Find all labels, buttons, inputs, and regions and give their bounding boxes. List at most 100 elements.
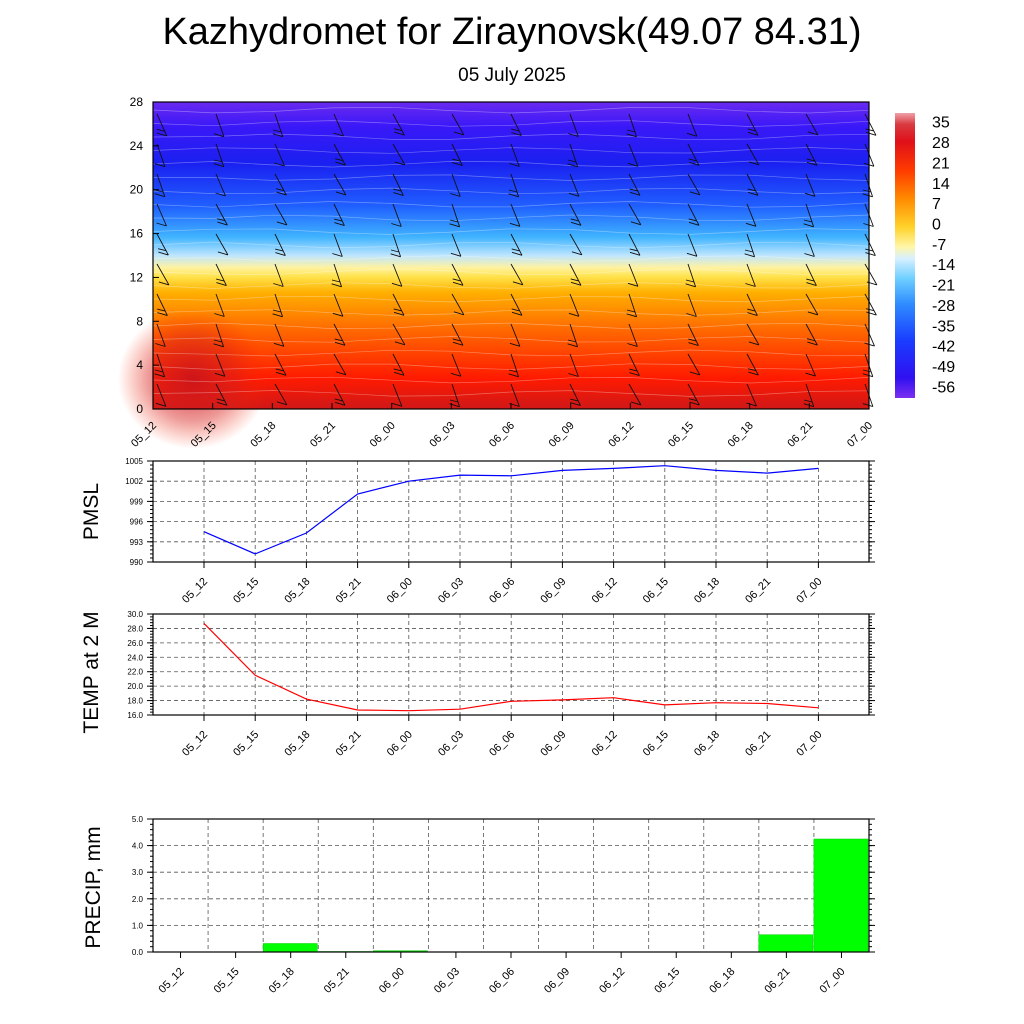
x-tick-label: 05_15 xyxy=(231,729,261,759)
contour-line xyxy=(152,336,870,343)
contour-line xyxy=(152,255,870,262)
x-tick-label: 06_12 xyxy=(597,966,627,996)
page-title: Kazhydromet for Ziraynovsk(49.07 84.31) xyxy=(162,11,862,53)
temp-line xyxy=(203,622,819,712)
y-tick-label: 3.0 xyxy=(132,868,144,877)
y-tick-label: 0 xyxy=(136,402,143,416)
contour-line xyxy=(152,295,870,303)
grid-lines xyxy=(153,613,869,716)
wind-barb xyxy=(804,233,815,257)
wind-barb xyxy=(213,113,225,138)
wind-barb xyxy=(627,263,639,287)
contour-line xyxy=(152,160,870,168)
x-tick-label: 05_12 xyxy=(180,729,210,759)
contour-line xyxy=(152,376,870,384)
pmsl-line xyxy=(203,465,819,555)
wind-barb xyxy=(803,203,815,228)
wind-barb xyxy=(451,113,465,136)
y-tick-label: 16.0 xyxy=(127,711,143,720)
x-tick-label: 05_18 xyxy=(248,420,278,450)
wind-barb xyxy=(333,113,344,137)
x-tick-label: 06_15 xyxy=(641,576,671,606)
wind-barb xyxy=(567,323,579,348)
colorbar-label: 7 xyxy=(932,196,941,213)
x-tick-label: 06_09 xyxy=(542,966,572,996)
wind-barb xyxy=(333,353,347,376)
wind-barb xyxy=(746,323,760,346)
colorbar-label: -14 xyxy=(932,257,955,274)
colorbar-label: -28 xyxy=(932,298,955,315)
colorbar-label: 28 xyxy=(932,135,950,152)
wind-barb xyxy=(451,293,465,316)
y-tick-label: 996 xyxy=(130,518,144,527)
wind-barb xyxy=(215,173,226,197)
x-tick-label: 06_00 xyxy=(368,420,398,450)
wind-barb xyxy=(805,263,817,287)
wind-barb xyxy=(392,113,405,136)
wind-barb xyxy=(451,143,463,167)
wind-barb xyxy=(154,173,166,198)
y-tick-label: 999 xyxy=(130,497,144,506)
x-tick-label: 05_21 xyxy=(334,729,364,759)
wind-barb xyxy=(864,113,877,136)
wind-barb xyxy=(805,143,818,166)
wind-barb xyxy=(805,353,816,377)
x-tick-label: 06_09 xyxy=(538,576,568,606)
contour-line xyxy=(152,363,870,370)
x-tick-label: 06_00 xyxy=(385,729,415,759)
x-tick-label: 05_21 xyxy=(308,420,338,450)
wind-barb xyxy=(687,383,700,406)
x-tick-label: 06_09 xyxy=(538,729,568,759)
x-tick-label: 06_03 xyxy=(436,729,466,759)
x-tick-label: 06_15 xyxy=(666,420,696,450)
precip-bar xyxy=(262,943,318,953)
x-tick-label: 06_21 xyxy=(743,729,773,759)
wind-barb xyxy=(510,263,524,286)
wind-barb xyxy=(745,203,757,227)
x-tick-label: 06_12 xyxy=(590,576,620,606)
x-tick-label: 06_03 xyxy=(436,576,466,606)
wind-barb xyxy=(450,353,462,377)
wind-barb xyxy=(805,323,818,346)
wind-barb xyxy=(391,383,403,407)
y-tick-label: 1005 xyxy=(125,457,143,466)
y-tick-label: 20 xyxy=(130,183,144,197)
wind-barb xyxy=(449,203,461,228)
x-tick-label: 07_00 xyxy=(794,576,824,606)
x-tick-label: 06_18 xyxy=(692,729,722,759)
wind-barb xyxy=(628,383,642,406)
wind-barb xyxy=(215,203,228,226)
wind-barb xyxy=(274,203,288,226)
wind-barb xyxy=(214,353,226,377)
wind-barb xyxy=(154,353,166,378)
y-tick-label: 24 xyxy=(130,139,144,153)
wind-barb xyxy=(155,323,166,347)
wind-barb xyxy=(333,203,345,227)
colorbar xyxy=(895,113,915,398)
y-tick-label: 4.0 xyxy=(132,842,144,851)
wind-barb xyxy=(626,113,638,138)
wind-barb xyxy=(333,383,346,406)
wind-barb xyxy=(745,263,756,287)
plot-frame xyxy=(152,818,870,953)
y-axis-title: TEMP at 2 M xyxy=(80,611,103,733)
x-tick-label: 06_03 xyxy=(427,420,457,450)
wind-barb xyxy=(628,203,642,226)
wind-barb xyxy=(274,173,287,196)
wind-barb xyxy=(686,233,698,257)
y-tick-label: 990 xyxy=(130,558,144,567)
wind-barb xyxy=(864,293,877,316)
wind-barb xyxy=(392,293,405,316)
x-tick-label: 06_09 xyxy=(547,420,577,450)
wind-barb xyxy=(333,143,346,166)
wind-barb xyxy=(685,263,697,288)
colorbar-label: 14 xyxy=(932,176,950,193)
wind-barb xyxy=(156,263,170,286)
wind-barb xyxy=(274,353,287,376)
colorbar-label: 0 xyxy=(932,217,941,234)
x-tick-label: 07_00 xyxy=(845,420,875,450)
y-tick-label: 8 xyxy=(136,314,143,328)
wind-barb xyxy=(746,383,757,407)
wind-barbs xyxy=(154,113,878,408)
